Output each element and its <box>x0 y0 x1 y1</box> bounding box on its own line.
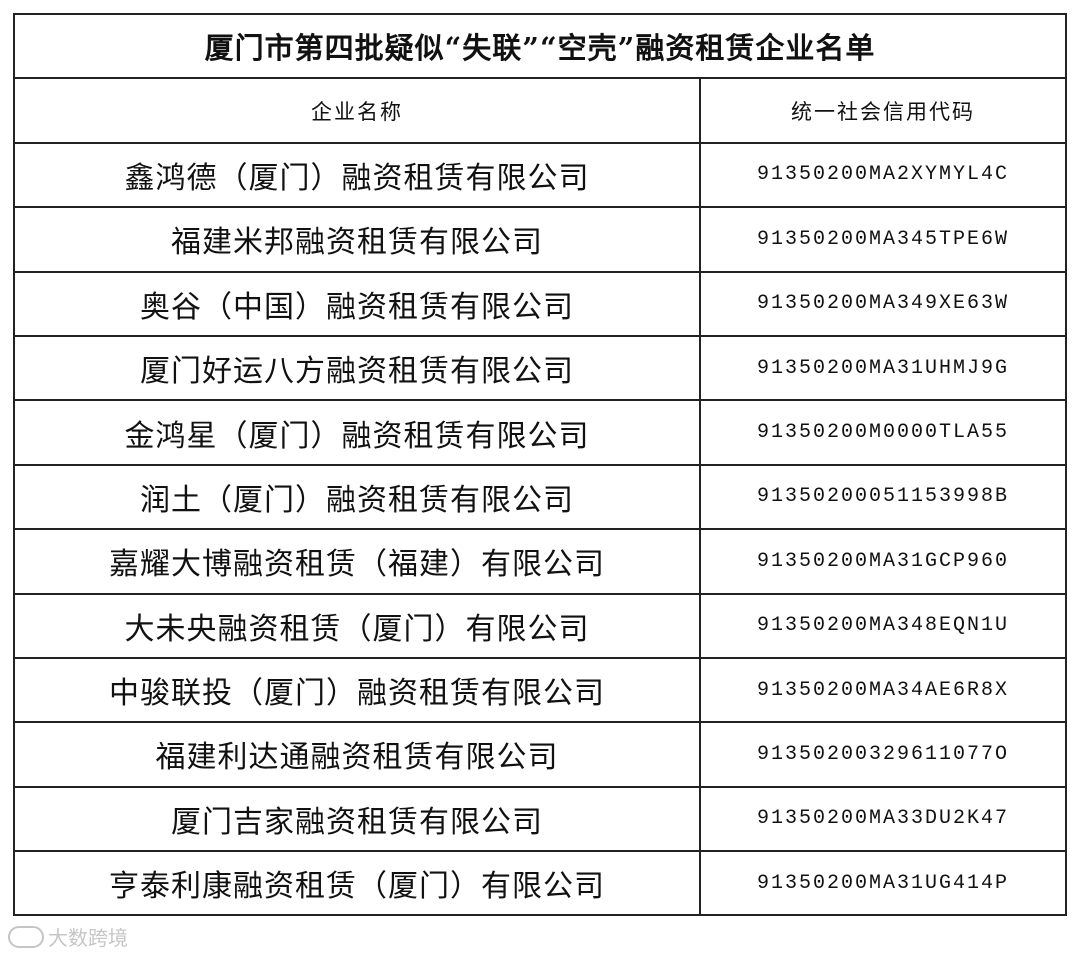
company-name: 福建利达通融资租赁有限公司 <box>13 721 701 788</box>
credit-code: 91350200MA345TPE6W <box>699 206 1067 273</box>
title-row: 厦门市第四批疑似“失联”“空壳”融资租赁企业名单 <box>13 12 1067 80</box>
credit-code: 91350200MA31GCP960 <box>699 528 1067 595</box>
credit-code: 91350200329611077O <box>699 721 1067 788</box>
credit-code: 91350200MA349XE63W <box>699 270 1067 337</box>
watermark: 大数跨境 <box>8 922 128 951</box>
credit-code: 91350200051153998B <box>699 463 1067 531</box>
watermark-text: 大数跨境 <box>48 926 128 950</box>
table-row: 鑫鸿德（厦门）融资租赁有限公司 91350200MA2XYMYL4C <box>13 141 1067 209</box>
company-name: 润土（厦门）融资租赁有限公司 <box>13 463 701 531</box>
company-name: 厦门吉家融资租赁有限公司 <box>13 785 701 853</box>
credit-code: 91350200M0000TLA55 <box>699 399 1067 466</box>
company-name: 中骏联投（厦门）融资租赁有限公司 <box>13 656 701 724</box>
company-list-table: 厦门市第四批疑似“失联”“空壳”融资租赁企业名单 企业名称 统一社会信用代码 鑫… <box>13 12 1067 917</box>
table-row: 福建利达通融资租赁有限公司 91350200329611077O <box>13 721 1067 788</box>
company-name: 福建米邦融资租赁有限公司 <box>13 206 701 273</box>
company-name: 奥谷（中国）融资租赁有限公司 <box>13 270 701 337</box>
header-credit-code: 统一社会信用代码 <box>699 77 1067 144</box>
table-row: 嘉耀大博融资租赁（福建）有限公司 91350200MA31GCP960 <box>13 528 1067 595</box>
company-name: 厦门好运八方融资租赁有限公司 <box>13 334 701 402</box>
table-row: 亨泰利康融资租赁（厦门）有限公司 91350200MA31UG414P <box>13 850 1067 917</box>
header-company-name: 企业名称 <box>13 77 701 144</box>
table-row: 大未央融资租赁（厦门）有限公司 91350200MA348EQN1U <box>13 592 1067 659</box>
watermark-logo-icon <box>8 925 44 948</box>
company-name: 大未央融资租赁（厦门）有限公司 <box>13 592 701 659</box>
table-row: 奥谷（中国）融资租赁有限公司 91350200MA349XE63W <box>13 270 1067 337</box>
table-row: 厦门好运八方融资租赁有限公司 91350200MA31UHMJ9G <box>13 334 1067 402</box>
header-row: 企业名称 统一社会信用代码 <box>13 77 1067 144</box>
company-name: 亨泰利康融资租赁（厦门）有限公司 <box>13 850 701 917</box>
credit-code: 91350200MA348EQN1U <box>699 592 1067 659</box>
table-row: 润土（厦门）融资租赁有限公司 91350200051153998B <box>13 463 1067 531</box>
credit-code: 91350200MA31UG414P <box>699 850 1067 917</box>
company-name: 金鸿星（厦门）融资租赁有限公司 <box>13 399 701 466</box>
company-name: 鑫鸿德（厦门）融资租赁有限公司 <box>13 141 701 209</box>
table-row: 中骏联投（厦门）融资租赁有限公司 91350200MA34AE6R8X <box>13 656 1067 724</box>
table-row: 福建米邦融资租赁有限公司 91350200MA345TPE6W <box>13 206 1067 273</box>
table-row: 厦门吉家融资租赁有限公司 91350200MA33DU2K47 <box>13 785 1067 853</box>
credit-code: 91350200MA33DU2K47 <box>699 785 1067 853</box>
table-title: 厦门市第四批疑似“失联”“空壳”融资租赁企业名单 <box>13 12 1067 80</box>
credit-code: 91350200MA2XYMYL4C <box>699 141 1067 209</box>
table-row: 金鸿星（厦门）融资租赁有限公司 91350200M0000TLA55 <box>13 399 1067 466</box>
company-name: 嘉耀大博融资租赁（福建）有限公司 <box>13 528 701 595</box>
credit-code: 91350200MA34AE6R8X <box>699 656 1067 724</box>
credit-code: 91350200MA31UHMJ9G <box>699 334 1067 402</box>
